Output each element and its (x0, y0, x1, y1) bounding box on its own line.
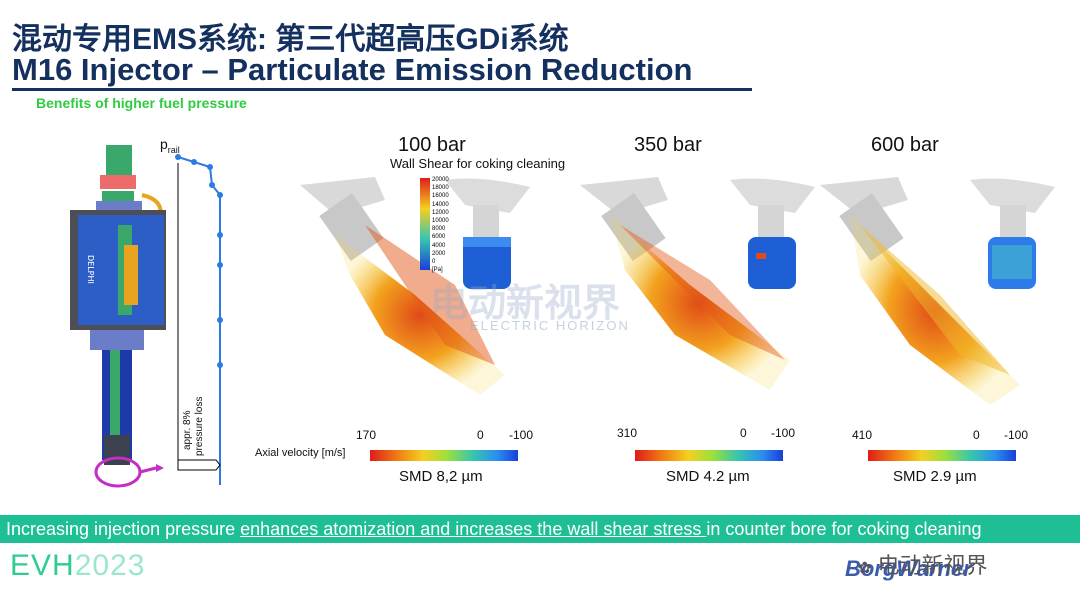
pressure-loss-note-line1: appr. 8% (182, 410, 193, 450)
evh-logo: EVH2023 (10, 549, 146, 582)
smd-600bar: SMD 2.9 µm (893, 468, 977, 485)
scale-min-350bar: -100 (771, 426, 796, 440)
banner-tail: in counter bore for coking cleaning (706, 519, 982, 539)
banner-underlined: enhances atomization and increases the w… (240, 519, 707, 539)
scale-max-350bar: 310 (617, 426, 638, 440)
spray-panel-350bar (580, 177, 815, 390)
smd-100bar: SMD 8,2 µm (399, 468, 483, 485)
velocity-colorbar-600bar (868, 450, 1016, 461)
wall-shear-title: Wall Shear for coking cleaning (390, 156, 566, 171)
injector-cutaway-icon: DELPHI (70, 145, 223, 488)
axial-velocity-label: Axial velocity [m/s] (255, 447, 346, 459)
pressure-loss-note-line2: pressure loss (194, 396, 205, 456)
spray-panel-100bar (300, 177, 530, 395)
slide-title-english: M16 Injector – Particulate Emission Redu… (12, 52, 693, 87)
injector-illustration: DELPHI (60, 135, 230, 495)
scale-min-600bar: -100 (1004, 428, 1029, 442)
watermark-english: ELECTRIC HORIZON (470, 318, 630, 333)
borgwarner-logo: BorgWarner (845, 556, 972, 581)
scale-min-100bar: -100 (509, 428, 534, 442)
panel-100bar-label: 100 bar (398, 134, 466, 156)
scale-zero-600bar: 0 (973, 428, 980, 442)
velocity-colorbar-100bar (370, 450, 518, 461)
scale-zero-350bar: 0 (740, 426, 747, 440)
wechat-icon: ✿ (858, 560, 872, 577)
watermark-chinese: 电动新视界 (430, 283, 621, 325)
panel-350bar-label: 350 bar (634, 134, 702, 156)
slide-title-chinese: 混动专用EMS系统: 第三代超高压GDi系统 (12, 23, 569, 56)
p-rail-label: prail (160, 136, 180, 155)
spray-panel-600bar (820, 177, 1055, 405)
wechat-watermark: ✿ 电动新视界 (858, 553, 988, 578)
conclusion-banner: Increasing injection pressure enhances a… (0, 515, 1080, 543)
spray-simulation-images (300, 177, 1055, 405)
scale-zero-100bar: 0 (477, 428, 484, 442)
velocity-colorbar-350bar (635, 450, 783, 461)
scale-max-600bar: 410 (852, 428, 873, 442)
banner-lead: Increasing injection pressure (6, 519, 241, 539)
wall-shear-ticks: 20000 18000 16000 14000 12000 10000 8000… (432, 177, 449, 274)
wall-shear-colorbar (420, 178, 430, 270)
panel-600bar-label: 600 bar (871, 134, 939, 156)
slide-subtitle: Benefits of higher fuel pressure (36, 95, 247, 111)
svg-text:DELPHI: DELPHI (86, 255, 95, 284)
smd-350bar: SMD 4.2 µm (666, 468, 750, 485)
scale-max-100bar: 170 (356, 428, 377, 442)
title-underline (12, 88, 752, 91)
